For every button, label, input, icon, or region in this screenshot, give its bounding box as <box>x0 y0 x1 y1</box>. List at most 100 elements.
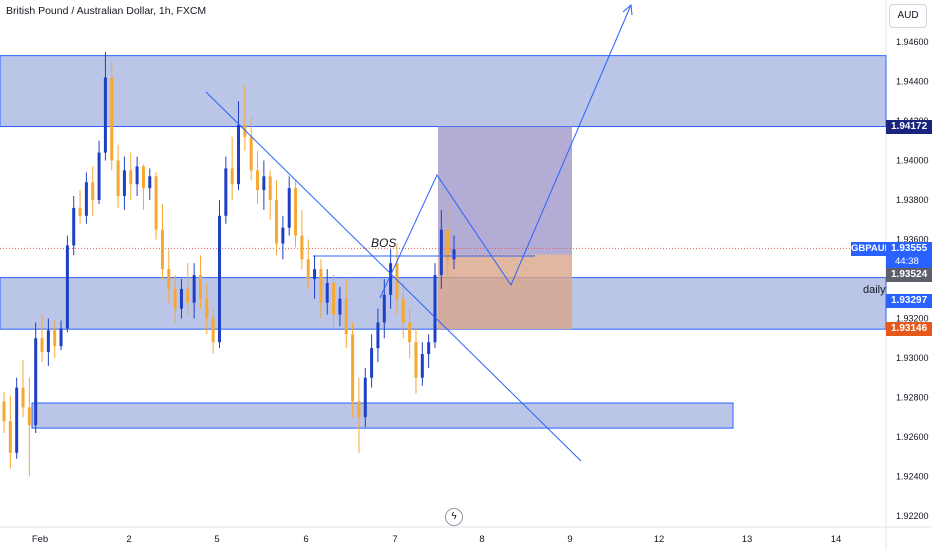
price-tag-level-top: 1.94172 <box>886 120 932 134</box>
y-tick-label: 1.92600 <box>896 432 929 442</box>
candle-body <box>262 176 266 191</box>
candle-body <box>2 401 6 422</box>
candle-body <box>122 170 126 197</box>
price-tag-last: 1.93555 <box>886 242 932 256</box>
bar-countdown: 44:38 <box>886 256 932 268</box>
candle-body <box>427 342 431 355</box>
candle-body <box>319 269 323 303</box>
lower-zone <box>31 402 734 429</box>
candle-body <box>78 207 82 216</box>
projection-path <box>379 4 632 299</box>
candle-body <box>230 168 234 185</box>
y-tick-label: 1.93000 <box>896 353 929 363</box>
candle-body <box>420 354 424 378</box>
candle-body <box>129 170 133 185</box>
y-tick-label: 1.93800 <box>896 195 929 205</box>
candle-body <box>97 152 101 200</box>
lightning-replay-icon[interactable]: ϟ <box>445 508 463 526</box>
symbol-tag: GBPAUD <box>851 242 892 256</box>
candle-body <box>53 330 57 347</box>
bos-label: BOS <box>371 236 397 250</box>
price-tag-level-low: 1.93146 <box>886 322 932 336</box>
candle-body <box>224 168 228 216</box>
candle-body <box>452 249 456 260</box>
currency-button[interactable]: AUD <box>889 4 927 28</box>
candle-body <box>344 298 348 335</box>
x-tick-label: 2 <box>126 534 131 545</box>
candle-body <box>186 288 190 303</box>
candle-body <box>249 136 253 171</box>
x-tick-label: 13 <box>742 534 753 545</box>
x-tick-label: 8 <box>479 534 484 545</box>
candle-body <box>192 275 196 303</box>
candle-body <box>408 322 412 343</box>
candle-body <box>84 182 88 216</box>
candle-body <box>141 166 145 189</box>
candle-body <box>357 401 361 418</box>
candle-body <box>268 176 272 200</box>
candle-body <box>382 294 386 323</box>
candle-body <box>135 166 139 185</box>
y-tick-label: 1.92400 <box>896 472 929 482</box>
candle-body <box>395 263 399 299</box>
y-tick-label: 1.93200 <box>896 314 929 324</box>
candle-body <box>154 176 158 230</box>
candle-body <box>281 227 285 244</box>
chart-title: British Pound / Australian Dollar, 1h, F… <box>6 5 207 17</box>
x-tick-label: 12 <box>654 534 665 545</box>
candle-body <box>414 342 418 378</box>
candle-body <box>40 338 44 353</box>
candle-body <box>46 330 50 353</box>
candle-body <box>65 245 69 329</box>
candle-body <box>173 288 177 309</box>
y-tick-label: 1.94600 <box>896 37 929 47</box>
y-tick-label: 1.93600 <box>896 235 929 245</box>
candle-body <box>27 407 31 426</box>
candle-body <box>34 338 38 426</box>
candle-body <box>294 188 298 236</box>
candle-body <box>217 215 221 343</box>
candle-body <box>167 269 171 289</box>
daily-label: daily <box>863 284 886 296</box>
candle-body <box>160 229 164 270</box>
projection-arrowhead <box>622 3 633 16</box>
candle-body <box>211 318 215 343</box>
candle-body <box>401 298 405 323</box>
candle-body <box>237 124 241 185</box>
trendline <box>205 91 582 462</box>
position-stop-box <box>438 254 572 330</box>
candle-body <box>205 298 209 319</box>
x-tick-label: 6 <box>303 534 308 545</box>
candle-body <box>306 259 310 279</box>
candle-body <box>198 275 202 299</box>
candle-body <box>8 421 12 453</box>
candle-body <box>72 207 76 246</box>
candle-body <box>433 275 437 343</box>
candle-body <box>313 269 317 279</box>
candle-body <box>370 348 374 378</box>
candle-body <box>287 188 291 228</box>
candle-body <box>332 282 336 315</box>
y-tick-label: 1.94400 <box>896 77 929 87</box>
x-tick-label: 14 <box>831 534 842 545</box>
price-tag-level-mid: 1.93524 <box>886 268 932 282</box>
candle-body <box>351 334 355 402</box>
candle-body <box>376 322 380 349</box>
candle-body <box>21 387 25 408</box>
price-tag-level-daily: 1.93297 <box>886 294 932 308</box>
upper-zone <box>0 55 887 128</box>
candle-body <box>116 160 120 197</box>
candle-body <box>110 77 114 161</box>
x-tick-label: Feb <box>32 534 48 545</box>
candle-body <box>103 77 107 153</box>
candle-body <box>363 377 367 418</box>
candle-body <box>15 387 19 453</box>
y-tick-label: 1.92200 <box>896 511 929 521</box>
candle-body <box>389 263 393 295</box>
x-tick-label: 5 <box>214 534 219 545</box>
candle-body <box>338 298 342 315</box>
candle-body <box>325 282 329 303</box>
candle-body <box>439 229 443 276</box>
position-target-box <box>438 126 572 255</box>
